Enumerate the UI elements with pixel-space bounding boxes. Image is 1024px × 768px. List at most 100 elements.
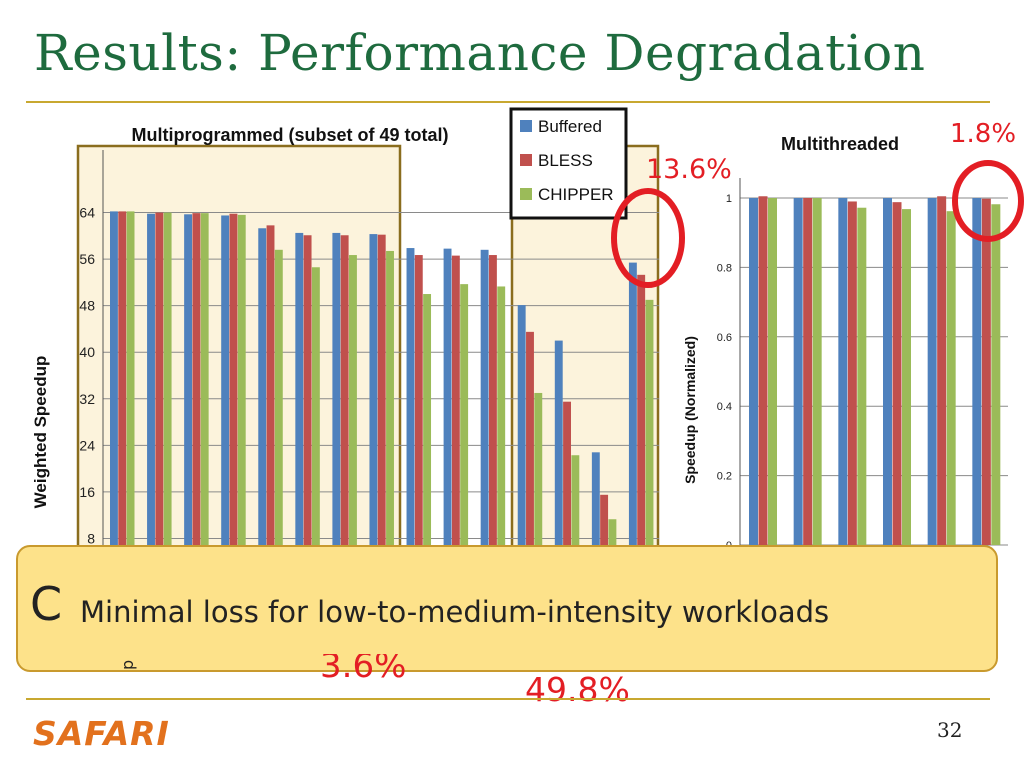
y-tick-label: 0.4 bbox=[717, 401, 732, 413]
bar-buffered bbox=[406, 248, 415, 585]
bar-chipper bbox=[423, 294, 432, 585]
bar-buffered bbox=[295, 232, 304, 585]
bar-chipper bbox=[349, 255, 357, 585]
bar-buffered bbox=[443, 248, 452, 585]
bar-buffered bbox=[793, 198, 803, 545]
y-tick-label: 24 bbox=[79, 437, 95, 453]
bar-chipper bbox=[274, 249, 283, 586]
y-tick-label: 56 bbox=[79, 251, 95, 267]
bar-chipper bbox=[126, 211, 135, 585]
bar-chipper bbox=[200, 213, 209, 585]
legend-swatch bbox=[520, 120, 532, 132]
bar-buffered bbox=[554, 340, 563, 585]
callout-text: Minimal loss for low-to-medium-intensity… bbox=[80, 595, 830, 629]
bar-buffered bbox=[184, 214, 193, 585]
bar-buffered bbox=[517, 305, 526, 585]
bar-bless bbox=[340, 235, 349, 585]
bar-buffered bbox=[258, 228, 267, 585]
bar-bless bbox=[377, 234, 386, 586]
y-tick-label: 48 bbox=[79, 298, 95, 314]
chart-title: Multiprogrammed (subset of 49 total) bbox=[131, 125, 448, 145]
legend-swatch bbox=[520, 188, 532, 200]
bar-chipper bbox=[311, 267, 320, 585]
bar-chipper bbox=[812, 198, 822, 545]
bar-bless bbox=[600, 494, 609, 585]
legend-label: Buffered bbox=[538, 117, 602, 136]
slide-title: Results: Performance Degradation bbox=[34, 24, 926, 82]
low-loss-annotation: 3.6% bbox=[320, 654, 406, 690]
page-number: 32 bbox=[937, 718, 963, 742]
bar-chipper bbox=[534, 392, 543, 585]
bar-buffered bbox=[147, 213, 155, 585]
bar-chipper bbox=[768, 198, 777, 545]
bar-bless bbox=[303, 235, 312, 585]
y-tick-label: 16 bbox=[79, 484, 95, 500]
bar-bless bbox=[192, 213, 201, 585]
y-tick-label: 8 bbox=[87, 530, 95, 546]
bar-chipper bbox=[237, 214, 246, 585]
bar-bless bbox=[155, 212, 164, 586]
bar-chipper bbox=[497, 286, 506, 585]
y-tick-label: 0.2 bbox=[717, 471, 732, 483]
bar-bless bbox=[488, 255, 497, 585]
bar-bless bbox=[414, 255, 423, 585]
bar-bless bbox=[451, 255, 460, 585]
bar-bless bbox=[229, 213, 238, 585]
legend-swatch bbox=[520, 154, 532, 166]
multiprogrammed-loss-annotation: 13.6% bbox=[646, 154, 732, 185]
y-tick-label: 0.8 bbox=[717, 262, 732, 274]
legend-label: BLESS bbox=[538, 151, 593, 170]
bar-chipper bbox=[857, 207, 867, 545]
highlight-circle-multithreaded bbox=[952, 160, 1024, 242]
bar-bless bbox=[937, 196, 947, 545]
callout-marker: C bbox=[30, 577, 63, 631]
bar-buffered bbox=[369, 234, 378, 585]
bar-chipper bbox=[460, 284, 469, 585]
bar-chipper bbox=[645, 299, 654, 585]
bar-buffered bbox=[927, 198, 937, 545]
bar-buffered bbox=[972, 198, 982, 545]
chart-title: Multithreaded bbox=[781, 134, 899, 154]
bar-buffered bbox=[480, 249, 489, 586]
bar-chipper bbox=[571, 455, 580, 585]
bar-buffered bbox=[221, 215, 230, 585]
y-axis-title: Weighted Speedup bbox=[31, 356, 50, 509]
worst-loss-annotation: 49.8% bbox=[525, 670, 630, 709]
bar-chipper bbox=[946, 211, 956, 545]
partial-axis-text: p bbox=[118, 659, 137, 670]
bar-buffered bbox=[883, 198, 892, 545]
bar-buffered bbox=[749, 198, 758, 545]
low-loss-text: 3.6% bbox=[320, 654, 407, 686]
y-tick-label: 40 bbox=[79, 344, 95, 360]
y-tick-label: 0.6 bbox=[717, 332, 732, 344]
bar-bless bbox=[847, 201, 857, 545]
bar-bless bbox=[266, 225, 275, 585]
bar-bless bbox=[981, 198, 991, 545]
bar-buffered bbox=[110, 211, 118, 585]
y-tick-label: 32 bbox=[79, 391, 95, 407]
bar-bless bbox=[892, 202, 902, 545]
callout-box: C Minimal loss for low-to-medium-intensi… bbox=[16, 545, 998, 672]
bar-bless bbox=[563, 401, 571, 585]
multithreaded-loss-annotation: 1.8% bbox=[950, 119, 1017, 149]
y-axis-title: Speedup (Normalized) bbox=[682, 336, 698, 484]
highlight-circle-multiprogrammed bbox=[611, 188, 685, 288]
footer-divider bbox=[26, 698, 990, 700]
bar-chipper bbox=[386, 250, 394, 586]
bar-chipper bbox=[991, 204, 1001, 545]
y-tick-label: 1 bbox=[726, 193, 732, 205]
safari-logo: SAFARI bbox=[33, 714, 170, 753]
bar-bless bbox=[526, 331, 534, 585]
bar-chipper bbox=[163, 212, 172, 586]
bar-buffered bbox=[628, 262, 637, 585]
legend-label: CHIPPER bbox=[538, 185, 614, 204]
bar-bless bbox=[803, 198, 813, 545]
bar-bless bbox=[758, 196, 768, 545]
bar-buffered bbox=[332, 232, 341, 585]
bar-chipper bbox=[902, 209, 911, 545]
bar-buffered bbox=[591, 452, 600, 585]
bar-bless bbox=[118, 211, 127, 585]
bar-bless bbox=[637, 274, 646, 585]
y-tick-label: 64 bbox=[79, 205, 95, 221]
